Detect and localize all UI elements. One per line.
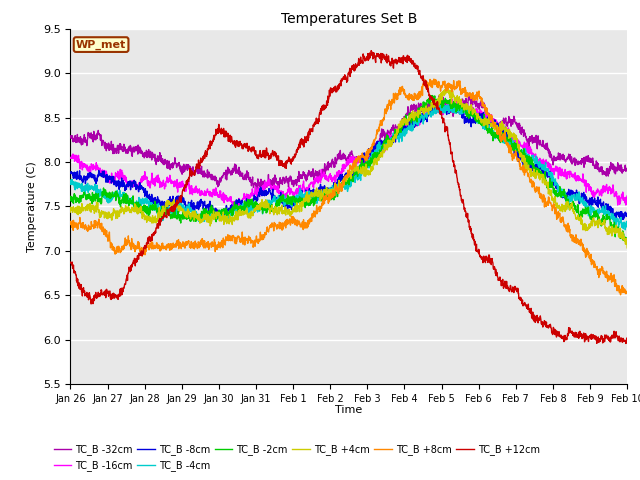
TC_B -2cm: [337, 184, 345, 190]
TC_B -32cm: [506, 116, 513, 121]
TC_B -32cm: [468, 92, 476, 98]
TC_B -16cm: [230, 206, 237, 212]
TC_B -8cm: [67, 170, 74, 176]
TC_B +8cm: [337, 181, 345, 187]
TC_B +12cm: [337, 83, 345, 89]
Line: TC_B -8cm: TC_B -8cm: [70, 101, 627, 219]
TC_B -8cm: [607, 204, 615, 210]
TC_B -2cm: [323, 191, 330, 196]
TC_B -32cm: [607, 162, 615, 168]
TC_B -4cm: [323, 193, 330, 199]
TC_B -2cm: [428, 93, 436, 98]
TC_B -2cm: [505, 137, 513, 143]
TC_B +12cm: [607, 334, 615, 339]
TC_B -8cm: [505, 136, 513, 142]
TC_B -4cm: [505, 138, 513, 144]
TC_B +8cm: [617, 292, 625, 298]
Legend: TC_B -32cm, TC_B -16cm, TC_B -8cm, TC_B -4cm, TC_B -2cm, TC_B +4cm, TC_B +8cm, T: TC_B -32cm, TC_B -16cm, TC_B -8cm, TC_B …: [50, 441, 544, 475]
TC_B -8cm: [438, 98, 445, 104]
Line: TC_B +8cm: TC_B +8cm: [70, 79, 627, 295]
TC_B -16cm: [506, 134, 513, 140]
TC_B -8cm: [95, 168, 102, 173]
TC_B +8cm: [607, 272, 615, 278]
TC_B +12cm: [95, 290, 102, 296]
TC_B +8cm: [67, 218, 74, 224]
TC_B +8cm: [505, 150, 513, 156]
TC_B +12cm: [323, 103, 330, 109]
Text: WP_met: WP_met: [76, 39, 126, 50]
TC_B -2cm: [623, 236, 631, 242]
TC_B -8cm: [323, 188, 330, 193]
TC_B -4cm: [67, 178, 74, 183]
TC_B -32cm: [67, 134, 74, 140]
Line: TC_B +4cm: TC_B +4cm: [70, 88, 627, 248]
Line: TC_B +12cm: TC_B +12cm: [70, 50, 627, 344]
TC_B -16cm: [623, 193, 631, 199]
TC_B +4cm: [607, 229, 615, 235]
TC_B +4cm: [444, 85, 452, 91]
TC_B -32cm: [253, 190, 261, 195]
TC_B +4cm: [337, 184, 345, 190]
Y-axis label: Temperature (C): Temperature (C): [28, 161, 37, 252]
TC_B +4cm: [67, 209, 74, 215]
TC_B -4cm: [95, 194, 102, 200]
TC_B -4cm: [607, 216, 615, 221]
TC_B -2cm: [95, 195, 102, 201]
Line: TC_B -4cm: TC_B -4cm: [70, 104, 627, 230]
TC_B -32cm: [608, 163, 616, 169]
TC_B -16cm: [607, 186, 615, 192]
TC_B -16cm: [323, 173, 330, 179]
TC_B +12cm: [623, 340, 631, 346]
TC_B +8cm: [430, 76, 438, 82]
Line: TC_B -32cm: TC_B -32cm: [70, 95, 627, 192]
TC_B -32cm: [623, 166, 631, 171]
TC_B -16cm: [95, 166, 102, 171]
TC_B +12cm: [367, 48, 375, 53]
TC_B -2cm: [607, 219, 615, 225]
TC_B -4cm: [337, 185, 345, 191]
TC_B +8cm: [95, 216, 102, 222]
TC_B -16cm: [67, 155, 74, 160]
Line: TC_B -16cm: TC_B -16cm: [70, 99, 627, 209]
TC_B +12cm: [607, 335, 615, 341]
TC_B +4cm: [623, 245, 631, 251]
TC_B -4cm: [621, 227, 629, 233]
TC_B -8cm: [607, 208, 615, 214]
TC_B +4cm: [95, 207, 102, 213]
TC_B -32cm: [95, 131, 102, 137]
TC_B -2cm: [67, 197, 74, 203]
TC_B -32cm: [337, 154, 345, 160]
TC_B -4cm: [623, 225, 631, 230]
TC_B -32cm: [323, 163, 330, 169]
TC_B +12cm: [67, 259, 74, 265]
TC_B -8cm: [337, 174, 345, 180]
TC_B +8cm: [607, 270, 615, 276]
Line: TC_B -2cm: TC_B -2cm: [70, 96, 627, 241]
TC_B -8cm: [623, 212, 631, 218]
TC_B -2cm: [607, 222, 615, 228]
TC_B +12cm: [505, 288, 513, 294]
TC_B -16cm: [337, 171, 345, 177]
TC_B -4cm: [607, 210, 615, 216]
TC_B -2cm: [622, 238, 630, 244]
X-axis label: Time: Time: [335, 405, 362, 415]
TC_B -4cm: [450, 101, 458, 107]
TC_B -16cm: [449, 96, 456, 102]
Title: Temperatures Set B: Temperatures Set B: [280, 12, 417, 26]
TC_B -16cm: [608, 189, 616, 194]
TC_B +4cm: [607, 229, 615, 235]
TC_B +12cm: [622, 341, 630, 347]
TC_B +4cm: [323, 190, 330, 195]
TC_B -8cm: [619, 216, 627, 222]
TC_B +8cm: [623, 289, 631, 295]
TC_B +8cm: [323, 192, 330, 197]
TC_B +4cm: [505, 133, 513, 139]
